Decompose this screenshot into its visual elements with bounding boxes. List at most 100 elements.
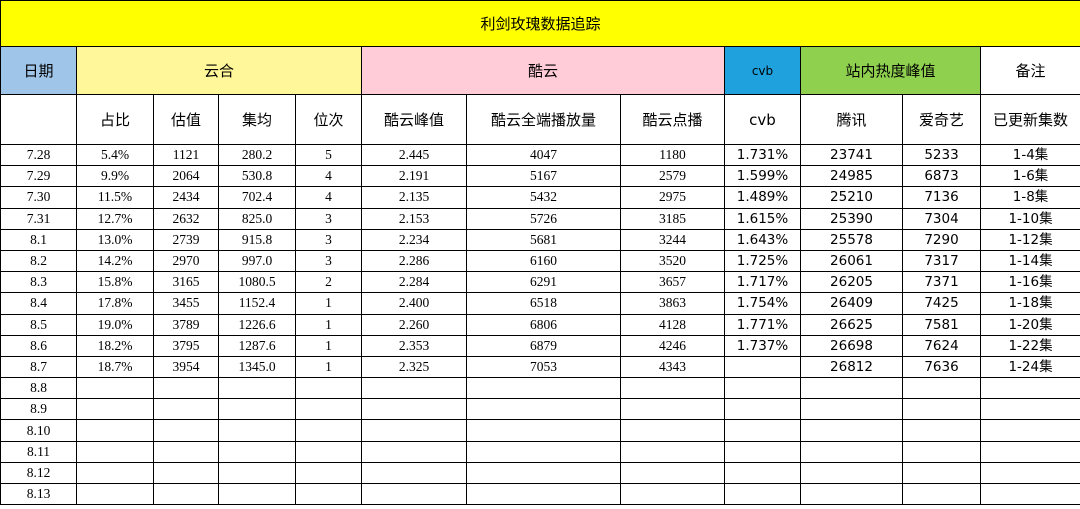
cell-estimate[interactable] xyxy=(153,461,219,485)
subheader-tencent[interactable]: 腾讯 xyxy=(800,94,903,145)
cell-iqiyi[interactable]: 7371 xyxy=(902,271,981,294)
cell-share[interactable]: 12.7% xyxy=(76,207,154,230)
cell-date[interactable]: 8.13 xyxy=(0,482,77,506)
cell-cvb[interactable] xyxy=(724,355,801,379)
cell-episodes[interactable] xyxy=(979,377,1080,400)
cell-date[interactable]: 7.28 xyxy=(0,143,77,167)
cell-average[interactable] xyxy=(218,377,296,400)
cell-kuyun-all-plays[interactable]: 6879 xyxy=(466,334,621,357)
cell-kuyun-vod[interactable]: 3244 xyxy=(620,228,725,251)
cell-share[interactable] xyxy=(76,461,154,485)
cell-tencent[interactable]: 26625 xyxy=(800,313,903,336)
cell-share[interactable]: 14.2% xyxy=(76,249,154,273)
cell-kuyun-all-plays[interactable] xyxy=(466,398,621,421)
cell-rank[interactable]: 2 xyxy=(295,271,362,294)
subheader-estimate[interactable]: 估值 xyxy=(153,94,219,145)
cell-estimate[interactable]: 3954 xyxy=(153,355,219,379)
cell-estimate[interactable]: 2739 xyxy=(153,228,219,251)
cell-tencent[interactable] xyxy=(800,461,903,485)
cell-iqiyi[interactable]: 7304 xyxy=(902,207,981,230)
cell-episodes[interactable] xyxy=(979,398,1080,421)
cell-estimate[interactable] xyxy=(153,398,219,421)
cell-episodes[interactable]: 1-24集 xyxy=(979,355,1080,379)
cell-iqiyi[interactable]: 7317 xyxy=(902,249,981,273)
subheader-kuyun-peak[interactable]: 酷云峰值 xyxy=(361,94,467,145)
cell-estimate[interactable] xyxy=(153,482,219,506)
cell-episodes[interactable] xyxy=(979,461,1080,485)
cell-share[interactable] xyxy=(76,482,154,506)
cell-kuyun-vod[interactable]: 2975 xyxy=(620,186,725,209)
cell-episodes[interactable]: 1-12集 xyxy=(979,228,1080,251)
cell-cvb[interactable]: 1.717% xyxy=(724,271,801,294)
cell-iqiyi[interactable]: 7581 xyxy=(902,313,981,336)
cell-rank[interactable]: 1 xyxy=(295,355,362,379)
cell-rank[interactable]: 3 xyxy=(295,207,362,230)
cell-rank[interactable]: 3 xyxy=(295,249,362,273)
header-hot-peak[interactable]: 站内热度峰值 xyxy=(800,46,981,95)
cell-kuyun-peak[interactable] xyxy=(361,482,467,506)
cell-kuyun-vod[interactable] xyxy=(620,440,725,463)
cell-kuyun-all-plays[interactable] xyxy=(466,440,621,463)
cell-date[interactable]: 8.1 xyxy=(0,228,77,251)
cell-rank[interactable] xyxy=(295,461,362,485)
cell-date[interactable]: 8.7 xyxy=(0,355,77,379)
cell-share[interactable] xyxy=(76,377,154,400)
cell-estimate[interactable]: 1121 xyxy=(153,143,219,167)
cell-iqiyi[interactable]: 7290 xyxy=(902,228,981,251)
cell-cvb[interactable]: 1.771% xyxy=(724,313,801,336)
cell-kuyun-all-plays[interactable]: 4047 xyxy=(466,143,621,167)
cell-cvb[interactable]: 1.489% xyxy=(724,186,801,209)
cell-date[interactable]: 8.9 xyxy=(0,398,77,421)
cell-kuyun-peak[interactable] xyxy=(361,419,467,442)
cell-cvb[interactable] xyxy=(724,398,801,421)
cell-cvb[interactable] xyxy=(724,482,801,506)
cell-cvb[interactable]: 1.754% xyxy=(724,292,801,315)
cell-iqiyi[interactable]: 6873 xyxy=(902,165,981,188)
cell-cvb[interactable] xyxy=(724,419,801,442)
cell-average[interactable]: 997.0 xyxy=(218,249,296,273)
cell-share[interactable] xyxy=(76,398,154,421)
cell-rank[interactable]: 1 xyxy=(295,334,362,357)
cell-cvb[interactable]: 1.643% xyxy=(724,228,801,251)
cell-kuyun-vod[interactable]: 3520 xyxy=(620,249,725,273)
cell-estimate[interactable] xyxy=(153,419,219,442)
header-date[interactable]: 日期 xyxy=(0,46,77,95)
cell-kuyun-vod[interactable]: 3185 xyxy=(620,207,725,230)
cell-tencent[interactable]: 24985 xyxy=(800,165,903,188)
cell-rank[interactable] xyxy=(295,398,362,421)
cell-kuyun-all-plays[interactable]: 6160 xyxy=(466,249,621,273)
cell-episodes[interactable]: 1-10集 xyxy=(979,207,1080,230)
cell-rank[interactable]: 4 xyxy=(295,186,362,209)
cell-average[interactable] xyxy=(218,419,296,442)
cell-kuyun-all-plays[interactable]: 5432 xyxy=(466,186,621,209)
cell-kuyun-all-plays[interactable]: 6291 xyxy=(466,271,621,294)
subheader-iqiyi[interactable]: 爱奇艺 xyxy=(902,94,981,145)
cell-episodes[interactable] xyxy=(979,440,1080,463)
cell-kuyun-peak[interactable] xyxy=(361,440,467,463)
cell-average[interactable]: 702.4 xyxy=(218,186,296,209)
cell-estimate[interactable]: 2434 xyxy=(153,186,219,209)
cell-tencent[interactable]: 23741 xyxy=(800,143,903,167)
subheader-episodes[interactable]: 已更新集数 xyxy=(979,94,1080,145)
cell-estimate[interactable]: 3455 xyxy=(153,292,219,315)
cell-rank[interactable]: 3 xyxy=(295,228,362,251)
cell-estimate[interactable]: 3165 xyxy=(153,271,219,294)
cell-kuyun-vod[interactable]: 4246 xyxy=(620,334,725,357)
cell-kuyun-all-plays[interactable] xyxy=(466,461,621,485)
cell-date[interactable]: 8.5 xyxy=(0,313,77,336)
cell-kuyun-peak[interactable]: 2.135 xyxy=(361,186,467,209)
cell-kuyun-all-plays[interactable] xyxy=(466,377,621,400)
cell-share[interactable]: 9.9% xyxy=(76,165,154,188)
cell-kuyun-peak[interactable]: 2.353 xyxy=(361,334,467,357)
cell-average[interactable]: 825.0 xyxy=(218,207,296,230)
cell-kuyun-all-plays[interactable] xyxy=(466,419,621,442)
header-note[interactable]: 备注 xyxy=(979,46,1080,95)
cell-date[interactable]: 8.2 xyxy=(0,249,77,273)
cell-iqiyi[interactable] xyxy=(902,461,981,485)
cell-kuyun-all-plays[interactable]: 5167 xyxy=(466,165,621,188)
cell-average[interactable] xyxy=(218,398,296,421)
cell-tencent[interactable] xyxy=(800,482,903,506)
subheader-cvb[interactable]: cvb xyxy=(724,94,801,145)
cell-share[interactable]: 15.8% xyxy=(76,271,154,294)
cell-share[interactable]: 18.2% xyxy=(76,334,154,357)
